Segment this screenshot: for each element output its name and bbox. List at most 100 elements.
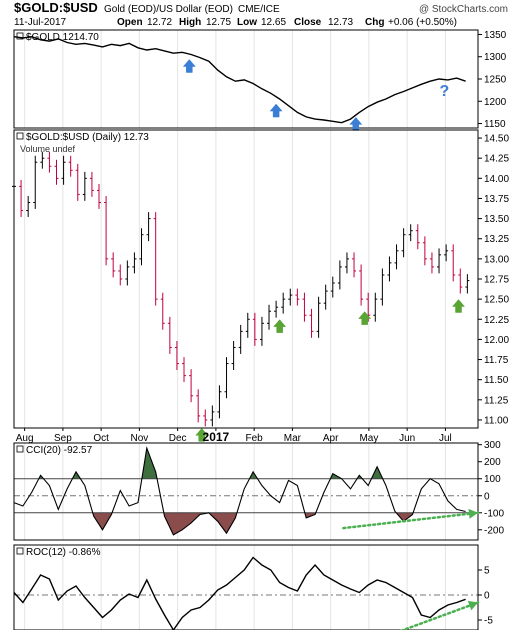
cci-y-tick-label: -100: [484, 508, 504, 519]
roc-y-tick-label: 5: [484, 566, 490, 577]
ohlc-bar: [82, 171, 87, 201]
ohlc-bar: [132, 252, 137, 274]
header-description: Gold (EOD)/US Dollar (EOD): [104, 4, 233, 15]
ohlc-bar: [380, 268, 385, 306]
gold-y-axis: 1150 1200 1250 1300 1350: [478, 30, 507, 130]
ratio-up-arrow: [273, 319, 287, 333]
ohlc-bar: [139, 228, 144, 266]
ratio-subtitle: Volume undef: [20, 144, 76, 154]
ohlc-bar: [437, 248, 442, 274]
gold-question-mark: ?: [439, 83, 449, 100]
ohlc-bar: [373, 292, 378, 322]
ohlc-bar: [196, 389, 201, 423]
ratio-y-tick-label: 12.00: [484, 335, 509, 346]
header-chg-label: Chg: [365, 17, 384, 28]
gold-y-tick-label: 1350: [484, 30, 507, 41]
cci-title-group: CCI(20) -92.57: [16, 445, 93, 456]
ohlc-bar: [238, 324, 243, 354]
ohlc-bar: [337, 260, 342, 290]
legend-swatch: [16, 547, 24, 555]
roc-trend-line: [399, 600, 480, 630]
ratio-y-tick-label: 11.25: [484, 395, 509, 406]
ratio-y-tick-label: 14.25: [484, 154, 509, 165]
ratio-up-arrow: [451, 299, 466, 313]
gold-series-group: [13, 35, 466, 124]
chart-header: $GOLD:$USD Gold (EOD)/US Dollar (EOD) CM…: [14, 0, 508, 28]
ohlc-bar: [89, 171, 94, 197]
ohlc-bar: [359, 264, 364, 306]
ohlc-bar: [210, 405, 215, 427]
header-open-label: Open: [117, 17, 143, 28]
ohlc-bar: [33, 155, 38, 209]
ohlc-bar: [146, 212, 151, 242]
header-chg: +0.06 (+0.50%): [388, 17, 457, 28]
ohlc-bar: [394, 244, 399, 270]
ohlc-bar: [160, 292, 165, 330]
header-low: 12.65: [261, 17, 286, 28]
ohlc-bar: [323, 284, 328, 310]
gold-up-arrow: [182, 59, 196, 73]
ohlc-bar: [26, 196, 31, 217]
x-axis-label: Aug: [16, 433, 34, 444]
gold-up-arrow: [349, 117, 363, 131]
ratio-y-tick-label: 12.25: [484, 315, 509, 326]
ohlc-bar: [118, 264, 123, 286]
header-low-label: Low: [237, 17, 257, 28]
gold-y-tick-label: 1150: [484, 119, 506, 130]
ohlc-bar: [352, 252, 357, 278]
x-axis-label: Feb: [246, 433, 264, 444]
panel-frame-gold: [13, 29, 479, 129]
header-watermark: @ StockCharts.com: [419, 4, 508, 15]
ratio-up-arrow: [358, 311, 372, 325]
x-axis-label: Apr: [323, 433, 339, 444]
cci-series-group: [13, 445, 478, 536]
x-axis-label: Oct: [93, 433, 109, 444]
ratio-y-tick-label: 13.75: [484, 194, 509, 205]
ohlc-bar: [387, 256, 392, 282]
ohlc-bar: [401, 228, 406, 258]
ohlc-bar: [274, 300, 279, 318]
cci-y-tick-label: 200: [484, 457, 501, 468]
x-axis-labels: Aug Sep Oct Nov Dec 2017 Feb Mar Apr May Jun Jul: [16, 428, 452, 444]
cci-title: CCI(20) -92.57: [26, 445, 93, 456]
ratio-y-tick-label: 13.50: [484, 214, 509, 225]
trend-line-arrowhead: [468, 508, 478, 519]
gold-up-arrow: [269, 103, 283, 118]
ohlc-bar: [288, 288, 293, 306]
x-axis-label: Nov: [130, 433, 148, 444]
ohlc-bar: [309, 308, 314, 338]
ohlc-bar: [75, 163, 80, 201]
ohlc-bar: [444, 244, 449, 262]
ohlc-bar: [245, 312, 250, 338]
panel-frame-cci: [13, 442, 479, 541]
ohlc-bar: [97, 183, 102, 209]
ohlc-bar: [153, 212, 158, 306]
ratio-title: $GOLD:$USD (Daily) 12.73: [26, 132, 149, 143]
x-axis-label: Jun: [399, 433, 415, 444]
header-date: 11-Jul-2017: [14, 17, 67, 28]
header-open: 12.72: [147, 17, 172, 28]
trend-line-arrowhead: [467, 600, 478, 611]
ratio-y-tick-label: 11.75: [484, 355, 509, 366]
ratio-y-tick-label: 14.00: [484, 174, 509, 185]
cci-month-gridlines: [24, 443, 446, 540]
gold-y-tick-label: 1200: [484, 97, 507, 108]
ohlc-bar: [281, 292, 286, 314]
trend-line-segment: [399, 601, 480, 630]
roc-y-tick-label: 0: [484, 591, 490, 602]
header-exchange: CME/ICE: [238, 4, 280, 15]
gold-y-tick-label: 1300: [484, 52, 507, 63]
ratio-y-tick-label: 12.50: [484, 295, 509, 306]
ohlc-bar: [111, 252, 116, 278]
ratio-bars-group: [12, 151, 470, 427]
x-axis-label: Mar: [284, 433, 302, 444]
legend-swatch: [16, 32, 24, 40]
ohlc-bar: [259, 316, 264, 346]
cci-trend-line: [342, 508, 480, 530]
ohlc-bar: [47, 151, 52, 173]
ohlc-bar: [252, 312, 257, 346]
gold-title: $GOLD 1214.70: [26, 32, 99, 43]
x-axis-label: Jul: [439, 433, 452, 444]
